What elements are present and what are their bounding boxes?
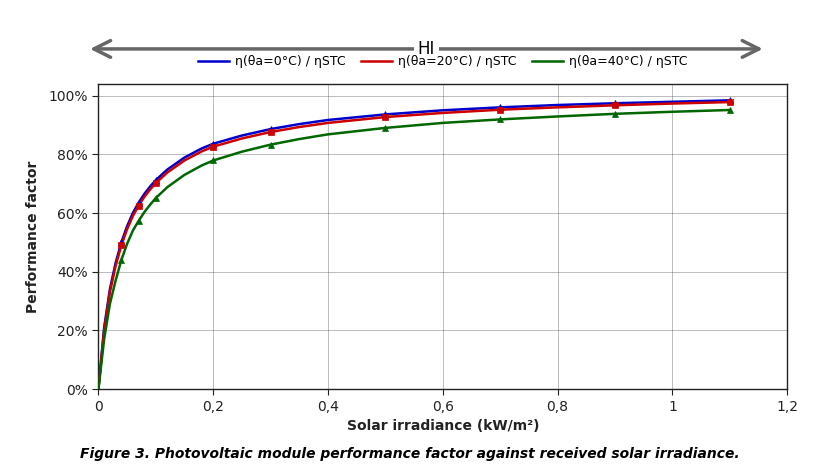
η(θa=40°C) / ηSTC [380,125,390,130]
η(θa=20°C) / ηSTC [139,194,149,199]
η(θa=40°C) / ηSTC [99,336,109,342]
η(θa=0°C) / ηSTC [105,287,115,292]
η(θa=20°C) / ηSTC [151,180,161,186]
η(θa=0°C) / ηSTC [162,167,172,172]
η(θa=0°C) / ηSTC [93,386,103,392]
η(θa=20°C) / ηSTC [122,226,132,232]
η(θa=0°C) / ηSTC [609,101,619,106]
η(θa=40°C) / ηSTC [667,109,676,115]
η(θa=20°C) / ηSTC [323,120,333,126]
X-axis label: Solar irradiance (kW/m²): Solar irradiance (kW/m²) [346,419,538,433]
η(θa=0°C) / ηSTC [197,146,206,151]
η(θa=40°C) / ηSTC [237,149,247,154]
η(θa=20°C) / ηSTC [380,114,390,120]
η(θa=40°C) / ηSTC [437,120,447,126]
Text: Figure 3. Photovoltaic module performance factor against received solar irradian: Figure 3. Photovoltaic module performanc… [80,447,739,461]
Legend: η(θa=0°C) / ηSTC, η(θa=20°C) / ηSTC, η(θa=40°C) / ηSTC: η(θa=0°C) / ηSTC, η(θa=20°C) / ηSTC, η(θ… [192,50,692,74]
η(θa=0°C) / ηSTC [145,184,155,189]
η(θa=20°C) / ηSTC [667,101,676,106]
η(θa=40°C) / ηSTC [93,386,103,392]
η(θa=20°C) / ηSTC [208,144,218,150]
η(θa=40°C) / ηSTC [111,278,120,283]
η(θa=20°C) / ηSTC [495,107,505,112]
η(θa=40°C) / ηSTC [162,185,172,190]
η(θa=20°C) / ηSTC [105,289,115,295]
η(θa=20°C) / ηSTC [609,103,619,108]
η(θa=40°C) / ηSTC [323,131,333,137]
η(θa=40°C) / ηSTC [609,111,619,116]
η(θa=0°C) / ηSTC [111,260,120,266]
η(θa=40°C) / ηSTC [265,142,275,147]
η(θa=20°C) / ηSTC [93,386,103,392]
η(θa=0°C) / ηSTC [151,178,161,183]
η(θa=20°C) / ηSTC [437,110,447,116]
η(θa=0°C) / ηSTC [552,102,562,108]
η(θa=40°C) / ηSTC [294,136,304,142]
η(θa=40°C) / ηSTC [495,116,505,122]
η(θa=0°C) / ηSTC [380,112,390,117]
η(θa=40°C) / ηSTC [139,209,149,215]
η(θa=20°C) / ηSTC [162,170,172,175]
η(θa=0°C) / ηSTC [495,104,505,110]
η(θa=40°C) / ηSTC [179,172,189,178]
η(θa=0°C) / ηSTC [116,240,126,245]
η(θa=40°C) / ηSTC [116,257,126,263]
η(θa=0°C) / ηSTC [128,210,138,216]
η(θa=20°C) / ηSTC [116,242,126,248]
η(θa=20°C) / ηSTC [294,124,304,130]
η(θa=40°C) / ηSTC [133,218,143,224]
η(θa=40°C) / ηSTC [197,163,206,168]
η(θa=20°C) / ηSTC [111,263,120,268]
η(θa=0°C) / ηSTC [724,97,734,103]
η(θa=0°C) / ηSTC [323,117,333,123]
η(θa=0°C) / ηSTC [265,126,275,132]
η(θa=40°C) / ηSTC [151,195,161,201]
η(θa=20°C) / ηSTC [179,158,189,163]
η(θa=20°C) / ηSTC [133,203,143,208]
η(θa=0°C) / ηSTC [294,121,304,127]
η(θa=0°C) / ηSTC [139,191,149,197]
Line: η(θa=0°C) / ηSTC: η(θa=0°C) / ηSTC [98,100,729,389]
η(θa=20°C) / ηSTC [99,328,109,333]
η(θa=40°C) / ηSTC [552,114,562,119]
η(θa=20°C) / ηSTC [237,136,247,141]
η(θa=0°C) / ηSTC [179,155,189,160]
Y-axis label: Performance factor: Performance factor [26,160,40,313]
η(θa=20°C) / ηSTC [197,149,206,154]
η(θa=40°C) / ηSTC [122,241,132,247]
η(θa=40°C) / ηSTC [105,301,115,307]
η(θa=0°C) / ηSTC [437,108,447,113]
η(θa=0°C) / ηSTC [99,325,109,330]
η(θa=40°C) / ηSTC [145,202,155,207]
η(θa=40°C) / ηSTC [724,107,734,113]
η(θa=0°C) / ηSTC [133,200,143,206]
η(θa=40°C) / ηSTC [128,228,138,233]
η(θa=0°C) / ηSTC [208,141,218,146]
η(θa=20°C) / ηSTC [145,187,155,192]
η(θa=20°C) / ηSTC [128,213,138,219]
Line: η(θa=40°C) / ηSTC: η(θa=40°C) / ηSTC [98,110,729,389]
Line: η(θa=20°C) / ηSTC: η(θa=20°C) / ηSTC [98,102,729,389]
η(θa=20°C) / ηSTC [552,104,562,110]
η(θa=0°C) / ηSTC [667,99,676,104]
η(θa=20°C) / ηSTC [724,99,734,105]
η(θa=0°C) / ηSTC [122,223,132,229]
η(θa=40°C) / ηSTC [208,158,218,163]
Text: HI: HI [417,40,435,58]
η(θa=0°C) / ηSTC [237,133,247,138]
η(θa=20°C) / ηSTC [265,129,275,135]
